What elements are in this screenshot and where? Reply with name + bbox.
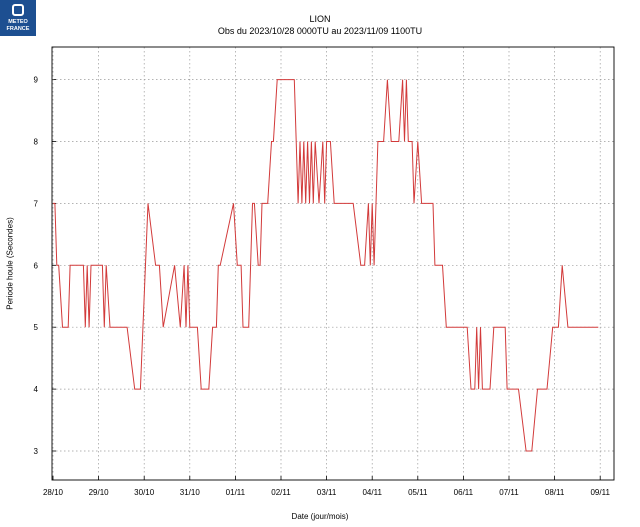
x-tick-label: 09/11 xyxy=(590,488,610,497)
chart-title: LION xyxy=(309,14,331,24)
y-tick-label: 5 xyxy=(34,323,39,332)
x-tick-label: 31/10 xyxy=(180,488,201,497)
meteo-france-logo: METEO FRANCE xyxy=(0,0,36,36)
x-axis-label: Date (jour/mois) xyxy=(291,512,349,521)
x-tick-label: 28/10 xyxy=(43,488,64,497)
x-tick-label: 04/11 xyxy=(362,488,382,497)
x-tick-label: 08/11 xyxy=(545,488,565,497)
y-axis-label: Periode houle (Secondes) xyxy=(5,217,15,310)
y-tick-label: 9 xyxy=(34,76,39,85)
y-tick-label: 6 xyxy=(34,261,39,270)
y-tick-label: 3 xyxy=(34,447,39,456)
x-tick-label: 02/11 xyxy=(271,488,291,497)
x-tick-label: 30/10 xyxy=(134,488,155,497)
y-tick-label: 4 xyxy=(34,385,39,394)
x-tick-label: 07/11 xyxy=(499,488,519,497)
x-tick-label: 29/10 xyxy=(89,488,110,497)
y-tick-label: 8 xyxy=(34,138,39,147)
x-tick-label: 05/11 xyxy=(408,488,428,497)
y-tick-label: 7 xyxy=(34,199,39,208)
chart-subtitle: Obs du 2023/10/28 0000TU au 2023/11/09 1… xyxy=(217,26,423,36)
x-tick-label: 01/11 xyxy=(226,488,246,497)
logo-text-line2: FRANCE xyxy=(6,26,30,32)
logo-emblem-icon xyxy=(12,4,24,16)
x-tick-label: 03/11 xyxy=(317,488,337,497)
logo-text-line1: METEO xyxy=(8,19,28,25)
x-tick-label: 06/11 xyxy=(454,488,474,497)
wave-period-series-line xyxy=(53,79,599,452)
plot-frame xyxy=(51,46,615,481)
